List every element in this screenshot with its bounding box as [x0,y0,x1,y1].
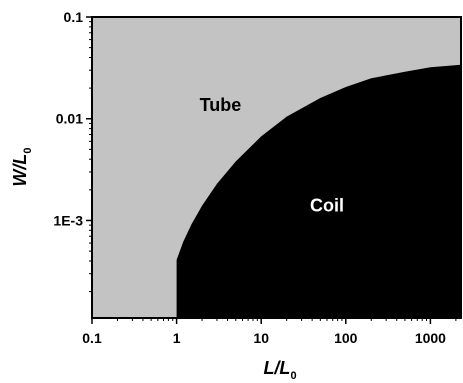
y-axis-label-subscript: 0 [22,147,34,153]
coil-region [176,64,461,318]
x-tick-label: 1 [173,330,181,346]
region-label-tube: Tube [200,95,242,115]
x-tick-label: 100 [334,330,358,346]
y-axis-label: W/L0 [10,147,34,186]
x-tick-label: 10 [253,330,269,346]
x-tick-label: 1000 [415,330,446,346]
y-tick-label: 1E-3 [53,212,83,228]
region-label-coil: Coil [310,196,344,216]
y-axis-label-main: W/L [10,154,30,187]
x-axis-label-main: L/L [263,358,290,378]
y-tick-label: 0.01 [56,111,83,127]
x-axis-label: L/L0 [263,358,296,382]
y-axis: 0.1 0.01 1E-3 [53,9,92,293]
plot-area: Tube Coil [91,16,462,319]
x-tick-label: 0.1 [82,330,102,346]
x-axis: 0.1 1 10 100 1000 [82,318,457,346]
plot-frame [91,16,462,319]
y-tick-label: 0.1 [64,9,84,25]
x-axis-label-subscript: 0 [290,370,296,382]
